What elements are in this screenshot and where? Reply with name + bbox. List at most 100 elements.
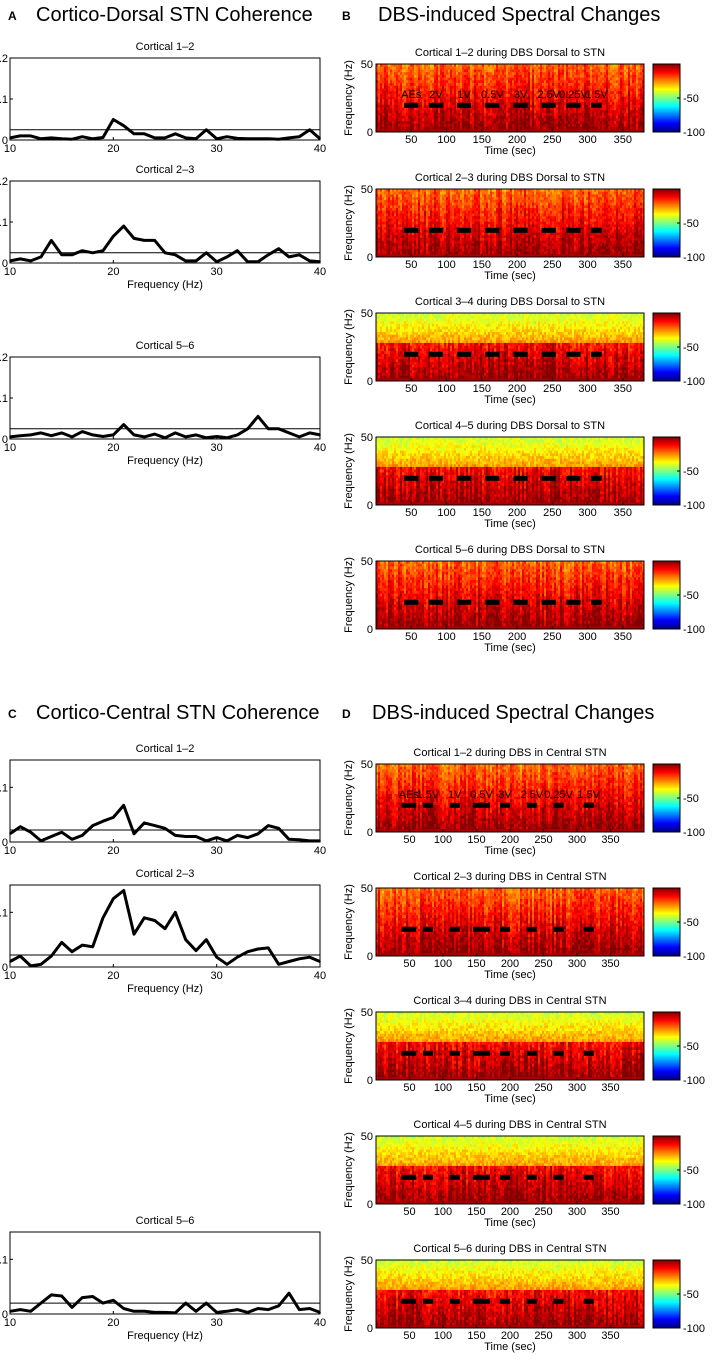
spectrogram-cell: [384, 113, 386, 116]
coherence-point: [226, 964, 228, 966]
spectrogram-cell: [388, 127, 390, 130]
spectrogram-cell: [412, 127, 414, 130]
coherence-point: [92, 434, 94, 436]
spectrogram-cell: [398, 83, 400, 86]
coherence-point: [226, 437, 228, 439]
spectrogram-cell: [390, 97, 392, 100]
coherence-point: [278, 1305, 280, 1307]
spectrogram-cell: [394, 105, 396, 108]
spectrogram-cell: [388, 78, 390, 81]
coherence-point: [61, 942, 63, 944]
spectrogram-cell: [414, 69, 416, 72]
spectrogram-cell: [384, 110, 386, 113]
coherence-point: [309, 260, 311, 262]
spectrogram-cell: [378, 105, 380, 108]
spectrogram-cell: [386, 86, 388, 89]
spectrogram-cell: [396, 127, 398, 130]
spectrogram-cell: [400, 67, 402, 70]
spectrogram-cell: [388, 80, 390, 83]
spectrogram-cell: [408, 124, 410, 127]
spectrogram-cell: [382, 108, 384, 111]
spectrogram-cell: [400, 108, 402, 111]
spectrogram-cell: [398, 80, 400, 83]
coherence-point: [257, 1308, 259, 1310]
spectrogram-cell: [384, 78, 386, 81]
spectrogram-cell: [386, 99, 388, 102]
spectrogram-cell: [418, 108, 420, 111]
coherence-point: [154, 137, 156, 139]
spectrogram-cell: [426, 94, 428, 97]
spectrogram-cell: [384, 97, 386, 100]
spectrogram-cell: [404, 83, 406, 86]
coherence-point: [268, 1309, 270, 1311]
spectrogram-cell: [388, 110, 390, 113]
spectrogram-cell: [408, 121, 410, 124]
chart-b-6: Cortical 1–2 during DBS Dorsal to STNAEs…: [343, 47, 705, 157]
spectrogram-cell: [402, 102, 404, 105]
spectrogram-cell: [386, 124, 388, 127]
spectrogram-cell: [410, 121, 412, 124]
spectrogram-cell: [386, 75, 388, 78]
spectrogram-cell: [402, 118, 404, 121]
spectrogram-cell: [404, 69, 406, 72]
spectrogram-cell: [386, 88, 388, 91]
coherence-point: [247, 837, 249, 839]
coherence-point: [164, 137, 166, 139]
spectrogram-cell: [384, 80, 386, 83]
coherence-point: [247, 951, 249, 953]
coherence-point: [20, 826, 22, 828]
spectrogram-cell: [388, 102, 390, 105]
spectrogram-cell: [422, 116, 424, 119]
spectrogram-cell: [392, 78, 394, 81]
spectrogram-cell: [388, 88, 390, 91]
spectrogram-cell: [390, 105, 392, 108]
spectrogram-cell: [384, 116, 386, 119]
coherence-point: [113, 817, 115, 819]
spectrogram-cell: [406, 78, 408, 81]
spectrogram-cell: [378, 72, 380, 75]
spectrogram-cell: [386, 91, 388, 94]
spectrogram-cell: [394, 121, 396, 124]
spectrogram-cell: [386, 83, 388, 86]
spectrogram-cell: [386, 116, 388, 119]
spectrogram-cell: [408, 116, 410, 119]
spectrogram-cell: [424, 108, 426, 111]
coherence-point: [247, 1312, 249, 1314]
spectrogram-cell: [414, 124, 416, 127]
coherence-point: [309, 432, 311, 434]
spectrogram-cell: [406, 124, 408, 127]
spectrogram-cell: [404, 72, 406, 75]
spectrogram-cell: [404, 113, 406, 116]
spectrogram-cell: [378, 80, 380, 83]
spectrogram-cell: [396, 80, 398, 83]
spectrogram-cell: [398, 116, 400, 119]
spectrogram-cell: [384, 105, 386, 108]
spectrogram-cell: [378, 67, 380, 70]
spectrogram-cell: [418, 78, 420, 81]
coherence-point: [268, 254, 270, 256]
spectrogram-cell: [382, 118, 384, 121]
spectrogram-cell: [408, 80, 410, 83]
spectrogram-cell: [392, 110, 394, 113]
y-tick-label: 0: [2, 1309, 8, 1321]
spectrogram-cell: [392, 124, 394, 127]
coherence-point: [71, 1307, 73, 1309]
spectrogram-cell: [390, 78, 392, 81]
spectrogram-cell: [390, 124, 392, 127]
coherence-point: [309, 956, 311, 958]
coherence-point: [237, 956, 239, 958]
spectrogram-cell: [380, 105, 382, 108]
spectrogram-cell: [388, 94, 390, 97]
spectrogram-cell: [402, 116, 404, 119]
spectrogram-cell: [380, 83, 382, 86]
spectrogram-cell: [396, 94, 398, 97]
coherence-point: [113, 119, 115, 121]
spectrogram-cell: [406, 67, 408, 70]
spectrogram-cell: [426, 69, 428, 72]
spectrogram-cell: [382, 113, 384, 116]
spectrogram-cell: [398, 102, 400, 105]
coherence-point: [51, 836, 53, 838]
spectrogram-cell: [386, 105, 388, 108]
spectrogram-cell: [398, 113, 400, 116]
coherence-point: [102, 917, 104, 919]
